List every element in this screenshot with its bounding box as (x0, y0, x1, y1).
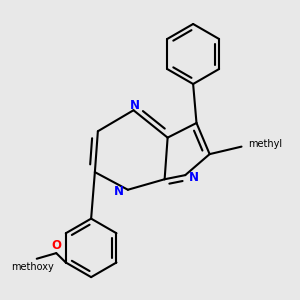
Text: N: N (189, 171, 199, 184)
Text: methyl: methyl (248, 140, 282, 149)
Text: methoxy: methoxy (12, 262, 54, 272)
Text: N: N (114, 185, 124, 198)
Text: N: N (130, 99, 140, 112)
Text: O: O (51, 239, 61, 252)
